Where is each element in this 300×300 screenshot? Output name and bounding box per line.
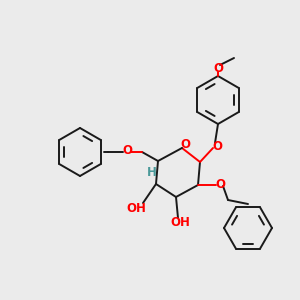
Text: O: O: [122, 145, 132, 158]
Text: O: O: [213, 61, 223, 74]
Text: O: O: [215, 178, 225, 191]
Text: OH: OH: [126, 202, 146, 214]
Text: H: H: [147, 166, 157, 178]
Text: O: O: [212, 140, 222, 152]
Text: O: O: [180, 137, 190, 151]
Text: OH: OH: [170, 217, 190, 230]
